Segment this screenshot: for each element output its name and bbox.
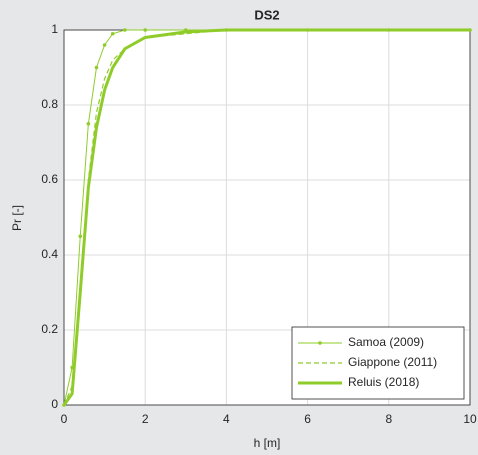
point-marker (94, 65, 99, 70)
point-marker (110, 31, 115, 36)
legend-label: Giappone (2011) (348, 355, 437, 369)
legend-label: Reluis (2018) (348, 375, 419, 389)
y-tick-label: 0.8 (41, 97, 58, 111)
x-axis-label: h [m] (254, 436, 281, 450)
x-tick-label: 2 (142, 412, 149, 426)
point-marker (143, 28, 147, 32)
y-tick-label: 1 (51, 22, 58, 36)
x-tick-label: 0 (61, 412, 68, 426)
point-marker (102, 43, 107, 47)
y-tick-label: 0 (51, 397, 58, 411)
point-marker (78, 234, 83, 239)
legend-box (291, 326, 465, 400)
x-tick-label: 10 (463, 412, 477, 426)
legend-marker (318, 341, 322, 345)
x-tick-label: 4 (223, 412, 230, 426)
x-tick-label: 6 (304, 412, 311, 426)
y-tick-label: 0.2 (41, 322, 58, 336)
point-marker (123, 28, 127, 32)
series-line (62, 28, 470, 406)
legend-label: Samoa (2009) (348, 335, 424, 349)
y-axis-label: Pr [-] (10, 205, 24, 231)
x-tick-label: 8 (385, 412, 392, 426)
y-tick-label: 0.6 (41, 172, 58, 186)
y-tick-label: 0.4 (41, 247, 58, 261)
chart-title: DS2 (254, 7, 279, 22)
point-marker (86, 121, 91, 126)
